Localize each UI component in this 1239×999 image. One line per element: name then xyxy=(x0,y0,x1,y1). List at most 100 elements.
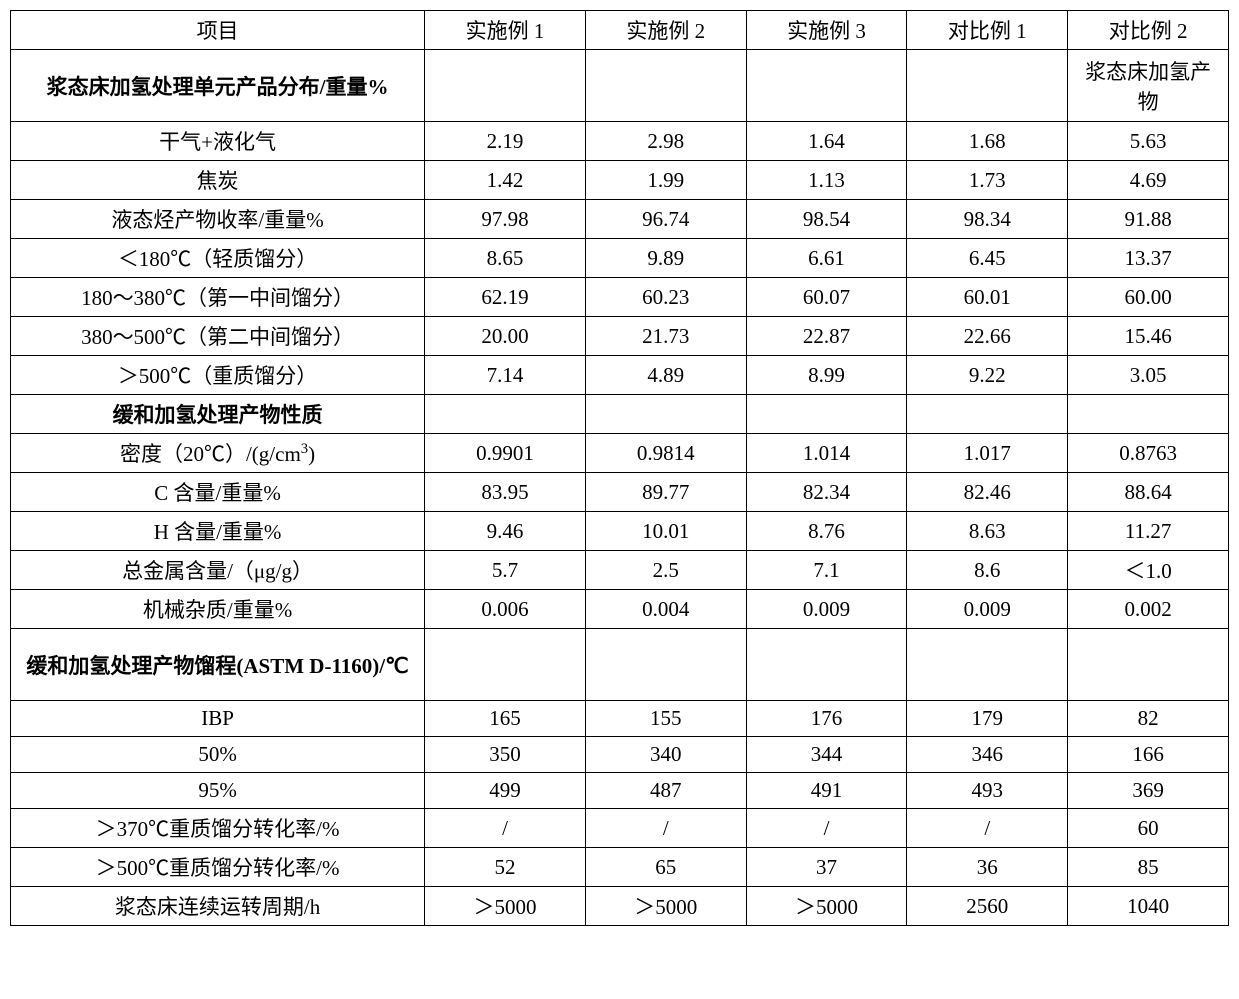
row-cell: 20.00 xyxy=(425,317,586,356)
row-label: 总金属含量/（μg/g） xyxy=(11,551,425,590)
row-cell: 22.66 xyxy=(907,317,1068,356)
table-row: 缓和加氢处理产物馏程(ASTM D-1160)/℃ xyxy=(11,629,1229,701)
row-cell xyxy=(425,50,586,122)
row-cell: 96.74 xyxy=(585,200,746,239)
row-cell: 88.64 xyxy=(1068,473,1229,512)
table-header-row: 项目 实施例 1 实施例 2 实施例 3 对比例 1 对比例 2 xyxy=(11,11,1229,50)
row-label: ＞370℃重质馏分转化率/% xyxy=(11,809,425,848)
row-cell: 21.73 xyxy=(585,317,746,356)
table-row: 180～380℃（第一中间馏分）62.1960.2360.0760.0160.0… xyxy=(11,278,1229,317)
row-cell: 0.8763 xyxy=(1068,434,1229,473)
row-cell: 487 xyxy=(585,773,746,809)
row-cell: 8.63 xyxy=(907,512,1068,551)
table-row: 缓和加氢处理产物性质 xyxy=(11,395,1229,434)
row-cell: 1040 xyxy=(1068,887,1229,926)
table-body: 浆态床加氢处理单元产品分布/重量%浆态床加氢产物干气+液化气2.192.981.… xyxy=(11,50,1229,926)
row-cell: 155 xyxy=(585,701,746,737)
row-label: 180～380℃（第一中间馏分） xyxy=(11,278,425,317)
row-cell: 499 xyxy=(425,773,586,809)
row-cell: 60.07 xyxy=(746,278,907,317)
row-cell xyxy=(907,395,1068,434)
row-cell: 83.95 xyxy=(425,473,586,512)
row-cell xyxy=(425,395,586,434)
row-cell: ＜1.0 xyxy=(1068,551,1229,590)
row-cell: 2.19 xyxy=(425,122,586,161)
table-row: 浆态床连续运转周期/h＞5000＞5000＞500025601040 xyxy=(11,887,1229,926)
row-cell xyxy=(425,629,586,701)
row-cell: 97.98 xyxy=(425,200,586,239)
header-compare-1: 对比例 1 xyxy=(907,11,1068,50)
table-row: 密度（20℃）/(g/cm3)0.99010.98141.0141.0170.8… xyxy=(11,434,1229,473)
row-cell: 1.68 xyxy=(907,122,1068,161)
row-cell: 0.002 xyxy=(1068,590,1229,629)
header-example-2: 实施例 2 xyxy=(585,11,746,50)
row-cell: 37 xyxy=(746,848,907,887)
table-row: ＜180℃（轻质馏分）8.659.896.616.4513.37 xyxy=(11,239,1229,278)
row-label: 380～500℃（第二中间馏分） xyxy=(11,317,425,356)
row-label: 浆态床加氢处理单元产品分布/重量% xyxy=(11,50,425,122)
row-cell: 60 xyxy=(1068,809,1229,848)
row-cell: 2.5 xyxy=(585,551,746,590)
row-label: 缓和加氢处理产物性质 xyxy=(11,395,425,434)
row-cell: 89.77 xyxy=(585,473,746,512)
table-row: ＞500℃（重质馏分）7.144.898.999.223.05 xyxy=(11,356,1229,395)
row-cell: 36 xyxy=(907,848,1068,887)
row-cell: 2560 xyxy=(907,887,1068,926)
row-cell: 22.87 xyxy=(746,317,907,356)
row-cell: ＞5000 xyxy=(585,887,746,926)
row-cell: 2.98 xyxy=(585,122,746,161)
data-table: 项目 实施例 1 实施例 2 实施例 3 对比例 1 对比例 2 浆态床加氢处理… xyxy=(10,10,1229,926)
row-cell: 6.61 xyxy=(746,239,907,278)
row-cell: 369 xyxy=(1068,773,1229,809)
row-cell: / xyxy=(907,809,1068,848)
row-cell: 1.42 xyxy=(425,161,586,200)
row-label: 机械杂质/重量% xyxy=(11,590,425,629)
row-cell: 85 xyxy=(1068,848,1229,887)
row-cell: 493 xyxy=(907,773,1068,809)
row-cell: ＞5000 xyxy=(746,887,907,926)
row-cell: 4.89 xyxy=(585,356,746,395)
header-compare-2: 对比例 2 xyxy=(1068,11,1229,50)
row-cell: 9.46 xyxy=(425,512,586,551)
row-cell xyxy=(585,629,746,701)
row-cell: 浆态床加氢产物 xyxy=(1068,50,1229,122)
row-cell: 5.7 xyxy=(425,551,586,590)
row-cell xyxy=(585,395,746,434)
row-cell xyxy=(1068,395,1229,434)
table-row: 液态烃产物收率/重量%97.9896.7498.5498.3491.88 xyxy=(11,200,1229,239)
row-cell xyxy=(746,629,907,701)
row-cell: 82.34 xyxy=(746,473,907,512)
row-cell: 15.46 xyxy=(1068,317,1229,356)
row-cell: / xyxy=(746,809,907,848)
row-cell xyxy=(1068,629,1229,701)
row-cell: 0.009 xyxy=(907,590,1068,629)
row-cell: 60.23 xyxy=(585,278,746,317)
row-label: ＜180℃（轻质馏分） xyxy=(11,239,425,278)
row-label: 干气+液化气 xyxy=(11,122,425,161)
table-row: ＞370℃重质馏分转化率/%////60 xyxy=(11,809,1229,848)
row-cell xyxy=(585,50,746,122)
row-cell: 98.34 xyxy=(907,200,1068,239)
row-cell xyxy=(746,50,907,122)
row-cell: 340 xyxy=(585,737,746,773)
row-cell: 0.9901 xyxy=(425,434,586,473)
row-cell: ＞5000 xyxy=(425,887,586,926)
row-cell: 6.45 xyxy=(907,239,1068,278)
table-row: C 含量/重量%83.9589.7782.3482.4688.64 xyxy=(11,473,1229,512)
table-row: ＞500℃重质馏分转化率/%5265373685 xyxy=(11,848,1229,887)
table-row: 总金属含量/（μg/g）5.72.57.18.6＜1.0 xyxy=(11,551,1229,590)
table-row: 机械杂质/重量%0.0060.0040.0090.0090.002 xyxy=(11,590,1229,629)
row-cell: 165 xyxy=(425,701,586,737)
row-cell: 82.46 xyxy=(907,473,1068,512)
row-cell: 0.009 xyxy=(746,590,907,629)
row-cell: 0.004 xyxy=(585,590,746,629)
row-label: 浆态床连续运转周期/h xyxy=(11,887,425,926)
row-cell xyxy=(746,395,907,434)
table-row: 干气+液化气2.192.981.641.685.63 xyxy=(11,122,1229,161)
row-label: ＞500℃重质馏分转化率/% xyxy=(11,848,425,887)
row-cell: 7.14 xyxy=(425,356,586,395)
table-row: 50%350340344346166 xyxy=(11,737,1229,773)
row-cell: 52 xyxy=(425,848,586,887)
row-cell: 1.73 xyxy=(907,161,1068,200)
row-label: 95% xyxy=(11,773,425,809)
